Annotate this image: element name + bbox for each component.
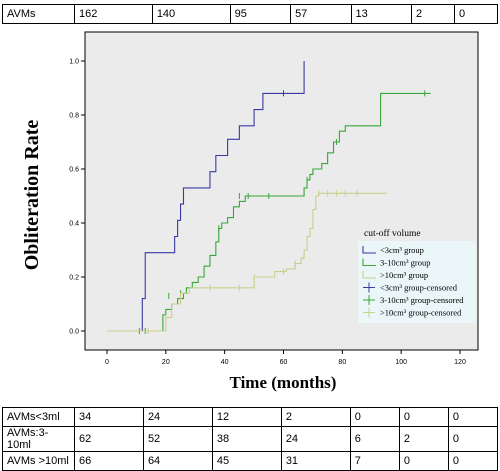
risk-cell: 0 bbox=[453, 4, 499, 24]
legend-box bbox=[358, 241, 476, 323]
risk-label: AVMs bbox=[2, 4, 75, 24]
legend-label: 3-10cm³ group-censored bbox=[380, 295, 464, 305]
legend-swatch bbox=[362, 246, 376, 254]
obliteration-chart: 0 20 40 60 80 100 120 0.0 0.2 0.4 0.6 0.8 1.0 cut-of… bbox=[21, 31, 479, 392]
y-tick-label: 0.8 bbox=[69, 113, 79, 120]
y-tick-label: 1.0 bbox=[69, 59, 79, 66]
risk-cell: 64 bbox=[142, 451, 213, 471]
risk-cell: 38 bbox=[211, 426, 282, 452]
x-tick-label: 100 bbox=[395, 359, 407, 366]
y-tick-label: 0.4 bbox=[69, 221, 79, 228]
risk-label: AVMs:3-10ml bbox=[2, 426, 75, 452]
risk-cell: 2 bbox=[398, 426, 449, 452]
risk-cell: 0 bbox=[447, 451, 499, 471]
legend-swatch bbox=[362, 258, 376, 267]
x-axis-label: Time (months) bbox=[230, 373, 337, 392]
risk-cell: 0 bbox=[398, 407, 449, 427]
y-axis-label: Obliteration Rate bbox=[21, 120, 43, 271]
risk-cell: 162 bbox=[74, 4, 153, 24]
x-tick-label: 0 bbox=[105, 359, 109, 366]
x-tick-label: 20 bbox=[162, 359, 170, 366]
legend: cut-off volume <3cm³ group 3-10cm³ group >1… bbox=[358, 228, 476, 323]
risk-cell: 0 bbox=[447, 407, 499, 427]
series-line bbox=[107, 192, 387, 332]
risk-cell: 24 bbox=[280, 426, 351, 452]
risk-cell: 24 bbox=[142, 407, 213, 427]
legend-label: >10cm³ group-censored bbox=[380, 308, 462, 318]
y-tick-label: 0.2 bbox=[69, 275, 79, 282]
legend-label: <3cm³ group-censored bbox=[380, 283, 458, 293]
risk-cell: 13 bbox=[350, 4, 412, 24]
risk-label: AVMs<3ml bbox=[2, 407, 75, 427]
risk-cell: 0 bbox=[447, 426, 499, 452]
series-line bbox=[107, 92, 431, 332]
risk-table-top: AVMs 162 140 95 57 13 2 0 bbox=[2, 4, 499, 24]
risk-cell: 0 bbox=[398, 451, 449, 471]
legend-label: >10cm³ group bbox=[380, 270, 428, 280]
risk-cell: 66 bbox=[74, 451, 144, 471]
legend-swatch bbox=[362, 271, 376, 279]
x-tick-label: 120 bbox=[454, 359, 466, 366]
risk-cell: 45 bbox=[211, 451, 282, 471]
risk-cell: 2 bbox=[280, 407, 351, 427]
risk-cell: 140 bbox=[151, 4, 231, 24]
table-row: AVMs<3ml 34 24 12 2 0 0 0 bbox=[2, 407, 499, 427]
y-tick-label: 0.6 bbox=[69, 167, 79, 174]
risk-cell: 52 bbox=[142, 426, 213, 452]
legend-title: cut-off volume bbox=[364, 228, 421, 239]
table-row: AVMs >10ml 66 64 45 31 7 0 0 bbox=[2, 451, 499, 471]
axes: 0 20 40 60 80 100 120 0.0 0.2 0.4 0.6 0.8 1.0 bbox=[69, 59, 466, 367]
table-row: AVMs:3-10ml 62 52 38 24 6 2 0 bbox=[2, 426, 499, 452]
risk-label: AVMs >10ml bbox=[2, 451, 75, 471]
risk-cell: 62 bbox=[74, 426, 144, 452]
risk-cell: 7 bbox=[349, 451, 400, 471]
series-line bbox=[107, 61, 305, 332]
risk-cell: 12 bbox=[211, 407, 282, 427]
y-tick-label: 0.0 bbox=[69, 329, 79, 336]
risk-cell: 2 bbox=[410, 4, 455, 24]
risk-cell: 0 bbox=[349, 407, 400, 427]
risk-cell: 57 bbox=[290, 4, 352, 24]
series-group bbox=[107, 61, 431, 334]
risk-cell: 6 bbox=[349, 426, 400, 452]
risk-cell: 34 bbox=[74, 407, 144, 427]
legend-label: 3-10cm³ group bbox=[380, 258, 430, 268]
x-tick-label: 80 bbox=[338, 359, 346, 366]
risk-table-bottom: AVMs<3ml 34 24 12 2 0 0 0 AVMs:3-10ml 62… bbox=[2, 407, 499, 471]
legend-label: <3cm³ group bbox=[380, 245, 424, 255]
risk-cell: 31 bbox=[280, 451, 351, 471]
table-row: AVMs 162 140 95 57 13 2 0 bbox=[2, 4, 499, 24]
x-tick-label: 40 bbox=[221, 359, 229, 366]
risk-cell: 95 bbox=[229, 4, 292, 24]
x-tick-label: 60 bbox=[280, 359, 288, 366]
